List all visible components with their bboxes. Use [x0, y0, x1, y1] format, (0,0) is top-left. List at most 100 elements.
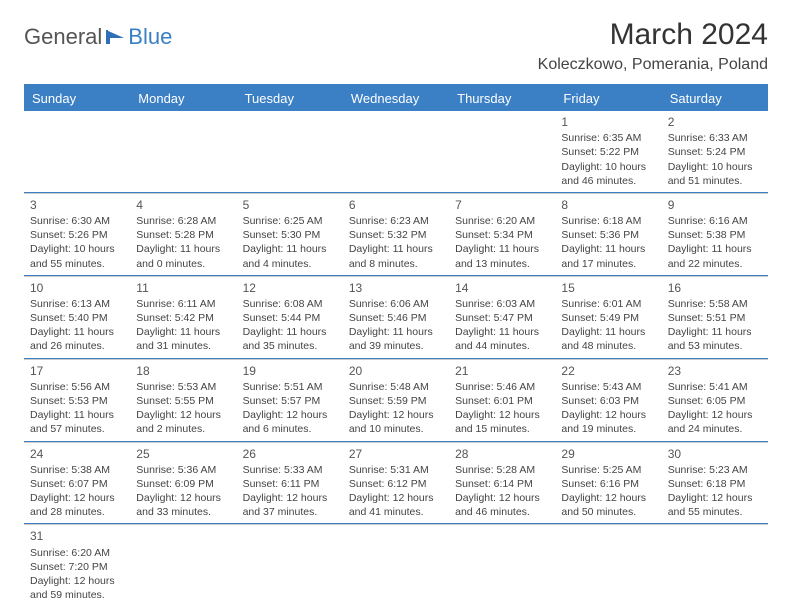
- day-cell: 25Sunrise: 5:36 AMSunset: 6:09 PMDayligh…: [130, 442, 236, 524]
- daylight-line-1: Daylight: 11 hours: [349, 242, 443, 256]
- day-cell: 9Sunrise: 6:16 AMSunset: 5:38 PMDaylight…: [662, 193, 768, 275]
- day-number: 1: [561, 114, 655, 130]
- day-cell: 19Sunrise: 5:51 AMSunset: 5:57 PMDayligh…: [237, 359, 343, 441]
- day-number: 22: [561, 363, 655, 379]
- sunset-line: Sunset: 5:53 PM: [30, 394, 124, 408]
- day-cell: 24Sunrise: 5:38 AMSunset: 6:07 PMDayligh…: [24, 442, 130, 524]
- daylight-line-2: and 59 minutes.: [30, 588, 124, 602]
- day-number: 2: [668, 114, 762, 130]
- sunset-line: Sunset: 5:34 PM: [455, 228, 549, 242]
- sunrise-line: Sunrise: 6:25 AM: [243, 214, 337, 228]
- empty-cell: [449, 111, 555, 192]
- sunset-line: Sunset: 5:42 PM: [136, 311, 230, 325]
- sunset-line: Sunset: 5:44 PM: [243, 311, 337, 325]
- sunrise-line: Sunrise: 6:16 AM: [668, 214, 762, 228]
- day-number: 12: [243, 280, 337, 296]
- daylight-line-1: Daylight: 11 hours: [243, 242, 337, 256]
- day-cell: 30Sunrise: 5:23 AMSunset: 6:18 PMDayligh…: [662, 442, 768, 524]
- daylight-line-2: and 24 minutes.: [668, 422, 762, 436]
- sunset-line: Sunset: 5:59 PM: [349, 394, 443, 408]
- daylight-line-1: Daylight: 12 hours: [349, 491, 443, 505]
- daylight-line-1: Daylight: 11 hours: [455, 325, 549, 339]
- daylight-line-2: and 22 minutes.: [668, 257, 762, 271]
- daylight-line-2: and 55 minutes.: [30, 257, 124, 271]
- day-cell: 8Sunrise: 6:18 AMSunset: 5:36 PMDaylight…: [555, 193, 661, 275]
- daylight-line-1: Daylight: 11 hours: [349, 325, 443, 339]
- logo-text-2: Blue: [128, 24, 172, 50]
- day-header-cell: Monday: [130, 86, 236, 111]
- daylight-line-1: Daylight: 12 hours: [243, 408, 337, 422]
- day-number: 17: [30, 363, 124, 379]
- sunrise-line: Sunrise: 5:33 AM: [243, 463, 337, 477]
- calendar: SundayMondayTuesdayWednesdayThursdayFrid…: [24, 84, 768, 606]
- daylight-line-2: and 10 minutes.: [349, 422, 443, 436]
- day-number: 19: [243, 363, 337, 379]
- sunset-line: Sunset: 6:12 PM: [349, 477, 443, 491]
- day-number: 28: [455, 446, 549, 462]
- daylight-line-2: and 26 minutes.: [30, 339, 124, 353]
- day-header-cell: Sunday: [24, 86, 130, 111]
- day-number: 31: [30, 528, 124, 544]
- week-row: 17Sunrise: 5:56 AMSunset: 5:53 PM Dayligh…: [24, 359, 768, 442]
- day-cell: 1Sunrise: 6:35 AMSunset: 5:22 PMDaylight…: [555, 111, 661, 192]
- daylight-line-1: Daylight: 11 hours: [561, 242, 655, 256]
- day-header-cell: Tuesday: [237, 86, 343, 111]
- sunrise-line: Sunrise: 6:11 AM: [136, 297, 230, 311]
- daylight-line-1: Daylight: 12 hours: [668, 408, 762, 422]
- sunset-line: Sunset: 6:16 PM: [561, 477, 655, 491]
- day-cell: 6Sunrise: 6:23 AMSunset: 5:32 PMDaylight…: [343, 193, 449, 275]
- day-cell: 13Sunrise: 6:06 AMSunset: 5:46 PMDayligh…: [343, 276, 449, 358]
- day-number: 24: [30, 446, 124, 462]
- location: Koleczkowo, Pomerania, Poland: [538, 56, 768, 74]
- sunrise-line: Sunrise: 5:25 AM: [561, 463, 655, 477]
- sunset-line: Sunset: 5:49 PM: [561, 311, 655, 325]
- sunset-line: Sunset: 5:24 PM: [668, 145, 762, 159]
- daylight-line-2: and 44 minutes.: [455, 339, 549, 353]
- sunrise-line: Sunrise: 6:30 AM: [30, 214, 124, 228]
- daylight-line-1: Daylight: 11 hours: [136, 242, 230, 256]
- sunrise-line: Sunrise: 5:56 AM: [30, 380, 124, 394]
- day-cell: 11Sunrise: 6:11 AMSunset: 5:42 PMDayligh…: [130, 276, 236, 358]
- day-cell: 7Sunrise: 6:20 AMSunset: 5:34 PMDaylight…: [449, 193, 555, 275]
- day-cell: 16Sunrise: 5:58 AMSunset: 5:51 PMDayligh…: [662, 276, 768, 358]
- daylight-line-2: and 28 minutes.: [30, 505, 124, 519]
- day-header-cell: Wednesday: [343, 86, 449, 111]
- daylight-line-1: Daylight: 11 hours: [668, 242, 762, 256]
- daylight-line-1: Daylight: 11 hours: [136, 325, 230, 339]
- daylight-line-1: Daylight: 10 hours: [30, 242, 124, 256]
- sunset-line: Sunset: 5:55 PM: [136, 394, 230, 408]
- sunset-line: Sunset: 6:09 PM: [136, 477, 230, 491]
- empty-cell: [343, 524, 449, 606]
- day-cell: 2Sunrise: 6:33 AMSunset: 5:24 PMDaylight…: [662, 111, 768, 192]
- daylight-line-2: and 55 minutes.: [668, 505, 762, 519]
- day-number: 3: [30, 197, 124, 213]
- day-cell: 14Sunrise: 6:03 AMSunset: 5:47 PMDayligh…: [449, 276, 555, 358]
- day-cell: 23Sunrise: 5:41 AMSunset: 6:05 PMDayligh…: [662, 359, 768, 441]
- sunrise-line: Sunrise: 6:06 AM: [349, 297, 443, 311]
- daylight-line-2: and 50 minutes.: [561, 505, 655, 519]
- daylight-line-1: Daylight: 12 hours: [561, 408, 655, 422]
- sunrise-line: Sunrise: 5:58 AM: [668, 297, 762, 311]
- day-number: 6: [349, 197, 443, 213]
- day-number: 5: [243, 197, 337, 213]
- sunrise-line: Sunrise: 6:01 AM: [561, 297, 655, 311]
- day-cell: 29Sunrise: 5:25 AMSunset: 6:16 PMDayligh…: [555, 442, 661, 524]
- empty-cell: [662, 524, 768, 606]
- day-number: 13: [349, 280, 443, 296]
- day-number: 23: [668, 363, 762, 379]
- sunrise-line: Sunrise: 6:33 AM: [668, 131, 762, 145]
- day-cell: 17Sunrise: 5:56 AMSunset: 5:53 PMDayligh…: [24, 359, 130, 441]
- daylight-line-2: and 46 minutes.: [561, 174, 655, 188]
- daylight-line-2: and 41 minutes.: [349, 505, 443, 519]
- logo: General Blue: [24, 18, 172, 50]
- daylight-line-1: Daylight: 12 hours: [455, 491, 549, 505]
- daylight-line-1: Daylight: 12 hours: [243, 491, 337, 505]
- daylight-line-2: and 13 minutes.: [455, 257, 549, 271]
- day-number: 21: [455, 363, 549, 379]
- logo-text-1: General: [24, 24, 102, 50]
- daylight-line-1: Daylight: 11 hours: [668, 325, 762, 339]
- month-title: March 2024: [538, 18, 768, 52]
- sunrise-line: Sunrise: 5:48 AM: [349, 380, 443, 394]
- daylight-line-2: and 6 minutes.: [243, 422, 337, 436]
- sunrise-line: Sunrise: 5:36 AM: [136, 463, 230, 477]
